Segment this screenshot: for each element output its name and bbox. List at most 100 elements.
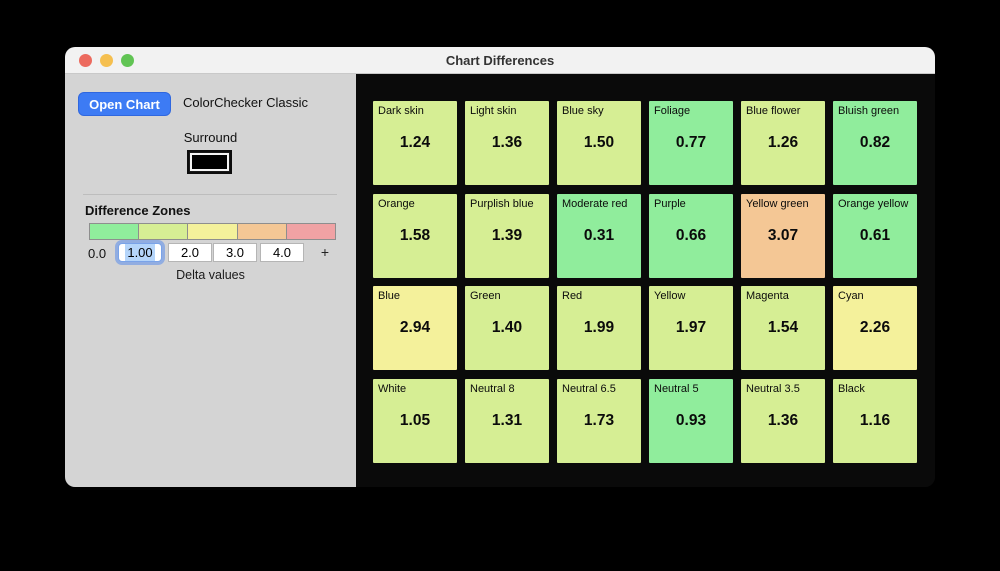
patch-delta-value: 2.26: [859, 319, 891, 336]
patch-tile: 1.36 Light skin: [465, 101, 549, 185]
patch-tile: 0.31 Moderate red: [557, 193, 641, 278]
patch-name: White: [378, 382, 407, 395]
patch-delta-value: 1.58: [399, 226, 431, 244]
patch-tile: 1.24 Dark skin: [373, 101, 457, 185]
patch-tile: 1.31 Neutral 8: [465, 378, 549, 463]
delta-input-value: 1.00: [125, 244, 155, 261]
patch-delta-value: 1.54: [767, 319, 799, 336]
delta-values-row: 0.0 1.00 2.0 3.0 4.0 +: [65, 243, 356, 265]
difference-zones-title: Difference Zones: [85, 203, 191, 218]
patch-name: Orange: [378, 197, 415, 210]
patch-delta-value: 1.40: [491, 319, 523, 336]
patch-tile: 1.50 Blue sky: [557, 101, 641, 185]
patch-delta-value: 2.94: [399, 319, 431, 336]
sidebar-divider: [83, 194, 337, 195]
patch-delta-value: 3.07: [767, 226, 799, 244]
delta-input-value: 4.0: [272, 245, 292, 260]
patch-tile: 0.82 Bluish green: [833, 101, 917, 185]
patch-delta-value: 1.97: [675, 319, 707, 336]
patch-delta-value: 1.36: [767, 411, 799, 429]
chart-board: 1.24 Dark skin 1.36 Light skin 1.50 Blue sky 0…: [356, 74, 935, 487]
surround-label: Surround: [183, 130, 238, 145]
patch-tile: 1.54 Magenta: [741, 286, 825, 370]
patch-tile: 0.93 Neutral 5: [649, 378, 733, 463]
patch-delta-value: 1.36: [491, 134, 523, 151]
patch-name: Yellow green: [746, 197, 809, 210]
window-content: Open Chart ColorChecker Classic Surround…: [65, 74, 935, 487]
patch-delta-value: 0.93: [675, 411, 707, 429]
patch-delta-value: 1.50: [583, 134, 615, 151]
patch-tile: 2.26 Cyan: [833, 286, 917, 370]
patch-name: Foliage: [654, 105, 691, 117]
patch-name: Purplish blue: [470, 197, 534, 210]
patch-tile: 3.07 Yellow green: [741, 193, 825, 278]
delta-input-0[interactable]: 1.00: [118, 243, 162, 262]
patch-name: Magenta: [746, 290, 789, 302]
patch-name: Neutral 6.5: [562, 382, 616, 395]
app-window: Chart Differences Open Chart ColorChecke…: [65, 47, 935, 487]
patch-tile: 1.58 Orange: [373, 193, 457, 278]
patch-name: Moderate red: [562, 197, 628, 210]
patch-name: Orange yellow: [838, 197, 909, 210]
delta-input-1[interactable]: 2.0: [168, 243, 212, 262]
patch-tile: 0.61 Orange yellow: [833, 193, 917, 278]
patch-name: Red: [562, 290, 583, 302]
patch-tile: 0.66 Purple: [649, 193, 733, 278]
patch-delta-value: 1.16: [859, 411, 891, 429]
patch-tile: 1.73 Neutral 6.5: [557, 378, 641, 463]
surround-color-well[interactable]: [187, 150, 232, 174]
patch-name: Blue sky: [562, 105, 604, 117]
open-chart-button[interactable]: Open Chart: [78, 92, 171, 116]
patch-name: Dark skin: [378, 105, 424, 117]
patch-tile: 1.40 Green: [465, 286, 549, 370]
delta-values-caption: Delta values: [176, 268, 245, 282]
add-zone-button[interactable]: +: [320, 244, 330, 260]
title-bar[interactable]: Chart Differences: [65, 47, 935, 74]
patch-delta-value: 1.31: [491, 411, 523, 429]
patch-grid: 1.24 Dark skin 1.36 Light skin 1.50 Blue sky 0…: [373, 101, 935, 463]
patch-name: Neutral 5: [654, 382, 699, 395]
delta-input-2[interactable]: 3.0: [213, 243, 257, 262]
delta-min-label: 0.0: [88, 246, 107, 261]
patch-name: Purple: [654, 197, 686, 210]
zone-color-segment-1: [138, 223, 189, 240]
delta-input-value: 3.0: [225, 245, 245, 260]
minimize-button[interactable]: [100, 53, 113, 67]
patch-tile: 1.36 Neutral 3.5: [741, 378, 825, 463]
patch-delta-value: 0.61: [859, 226, 891, 244]
patch-delta-value: 1.73: [583, 411, 615, 429]
delta-input-3[interactable]: 4.0: [260, 243, 304, 262]
patch-name: Blue flower: [746, 105, 801, 117]
patch-delta-value: 0.77: [675, 134, 707, 151]
zone-color-segment-3: [236, 223, 287, 240]
delta-input-value: 2.0: [180, 245, 200, 260]
patch-name: Bluish green: [838, 105, 900, 117]
patch-delta-value: 1.05: [399, 411, 431, 429]
sidebar: Open Chart ColorChecker Classic Surround…: [65, 74, 356, 487]
patch-name: Blue: [378, 290, 401, 302]
patch-tile: 1.97 Yellow: [649, 286, 733, 370]
patch-tile: 1.39 Purplish blue: [465, 193, 549, 278]
patch-name: Black: [838, 382, 865, 395]
patch-name: Neutral 3.5: [746, 382, 800, 395]
patch-name: Green: [470, 290, 501, 302]
patch-delta-value: 1.26: [767, 134, 799, 151]
patch-delta-value: 1.39: [491, 226, 523, 244]
patch-delta-value: 0.66: [675, 226, 707, 244]
zone-color-segment-4: [285, 223, 337, 240]
patch-tile: 0.77 Foliage: [649, 101, 733, 185]
patch-tile: 1.16 Black: [833, 378, 917, 463]
patch-delta-value: 0.82: [859, 134, 891, 151]
zoom-button[interactable]: [121, 53, 134, 67]
chart-name-label: ColorChecker Classic: [183, 95, 308, 110]
patch-tile: 2.94 Blue: [373, 286, 457, 370]
patch-name: Neutral 8: [470, 382, 515, 395]
zone-color-segment-0: [89, 223, 140, 240]
close-button[interactable]: [79, 53, 92, 67]
patch-delta-value: 1.24: [399, 134, 431, 151]
zone-color-segment-2: [187, 223, 238, 240]
patch-name: Light skin: [470, 105, 517, 117]
patch-name: Yellow: [654, 290, 686, 302]
patch-tile: 1.99 Red: [557, 286, 641, 370]
